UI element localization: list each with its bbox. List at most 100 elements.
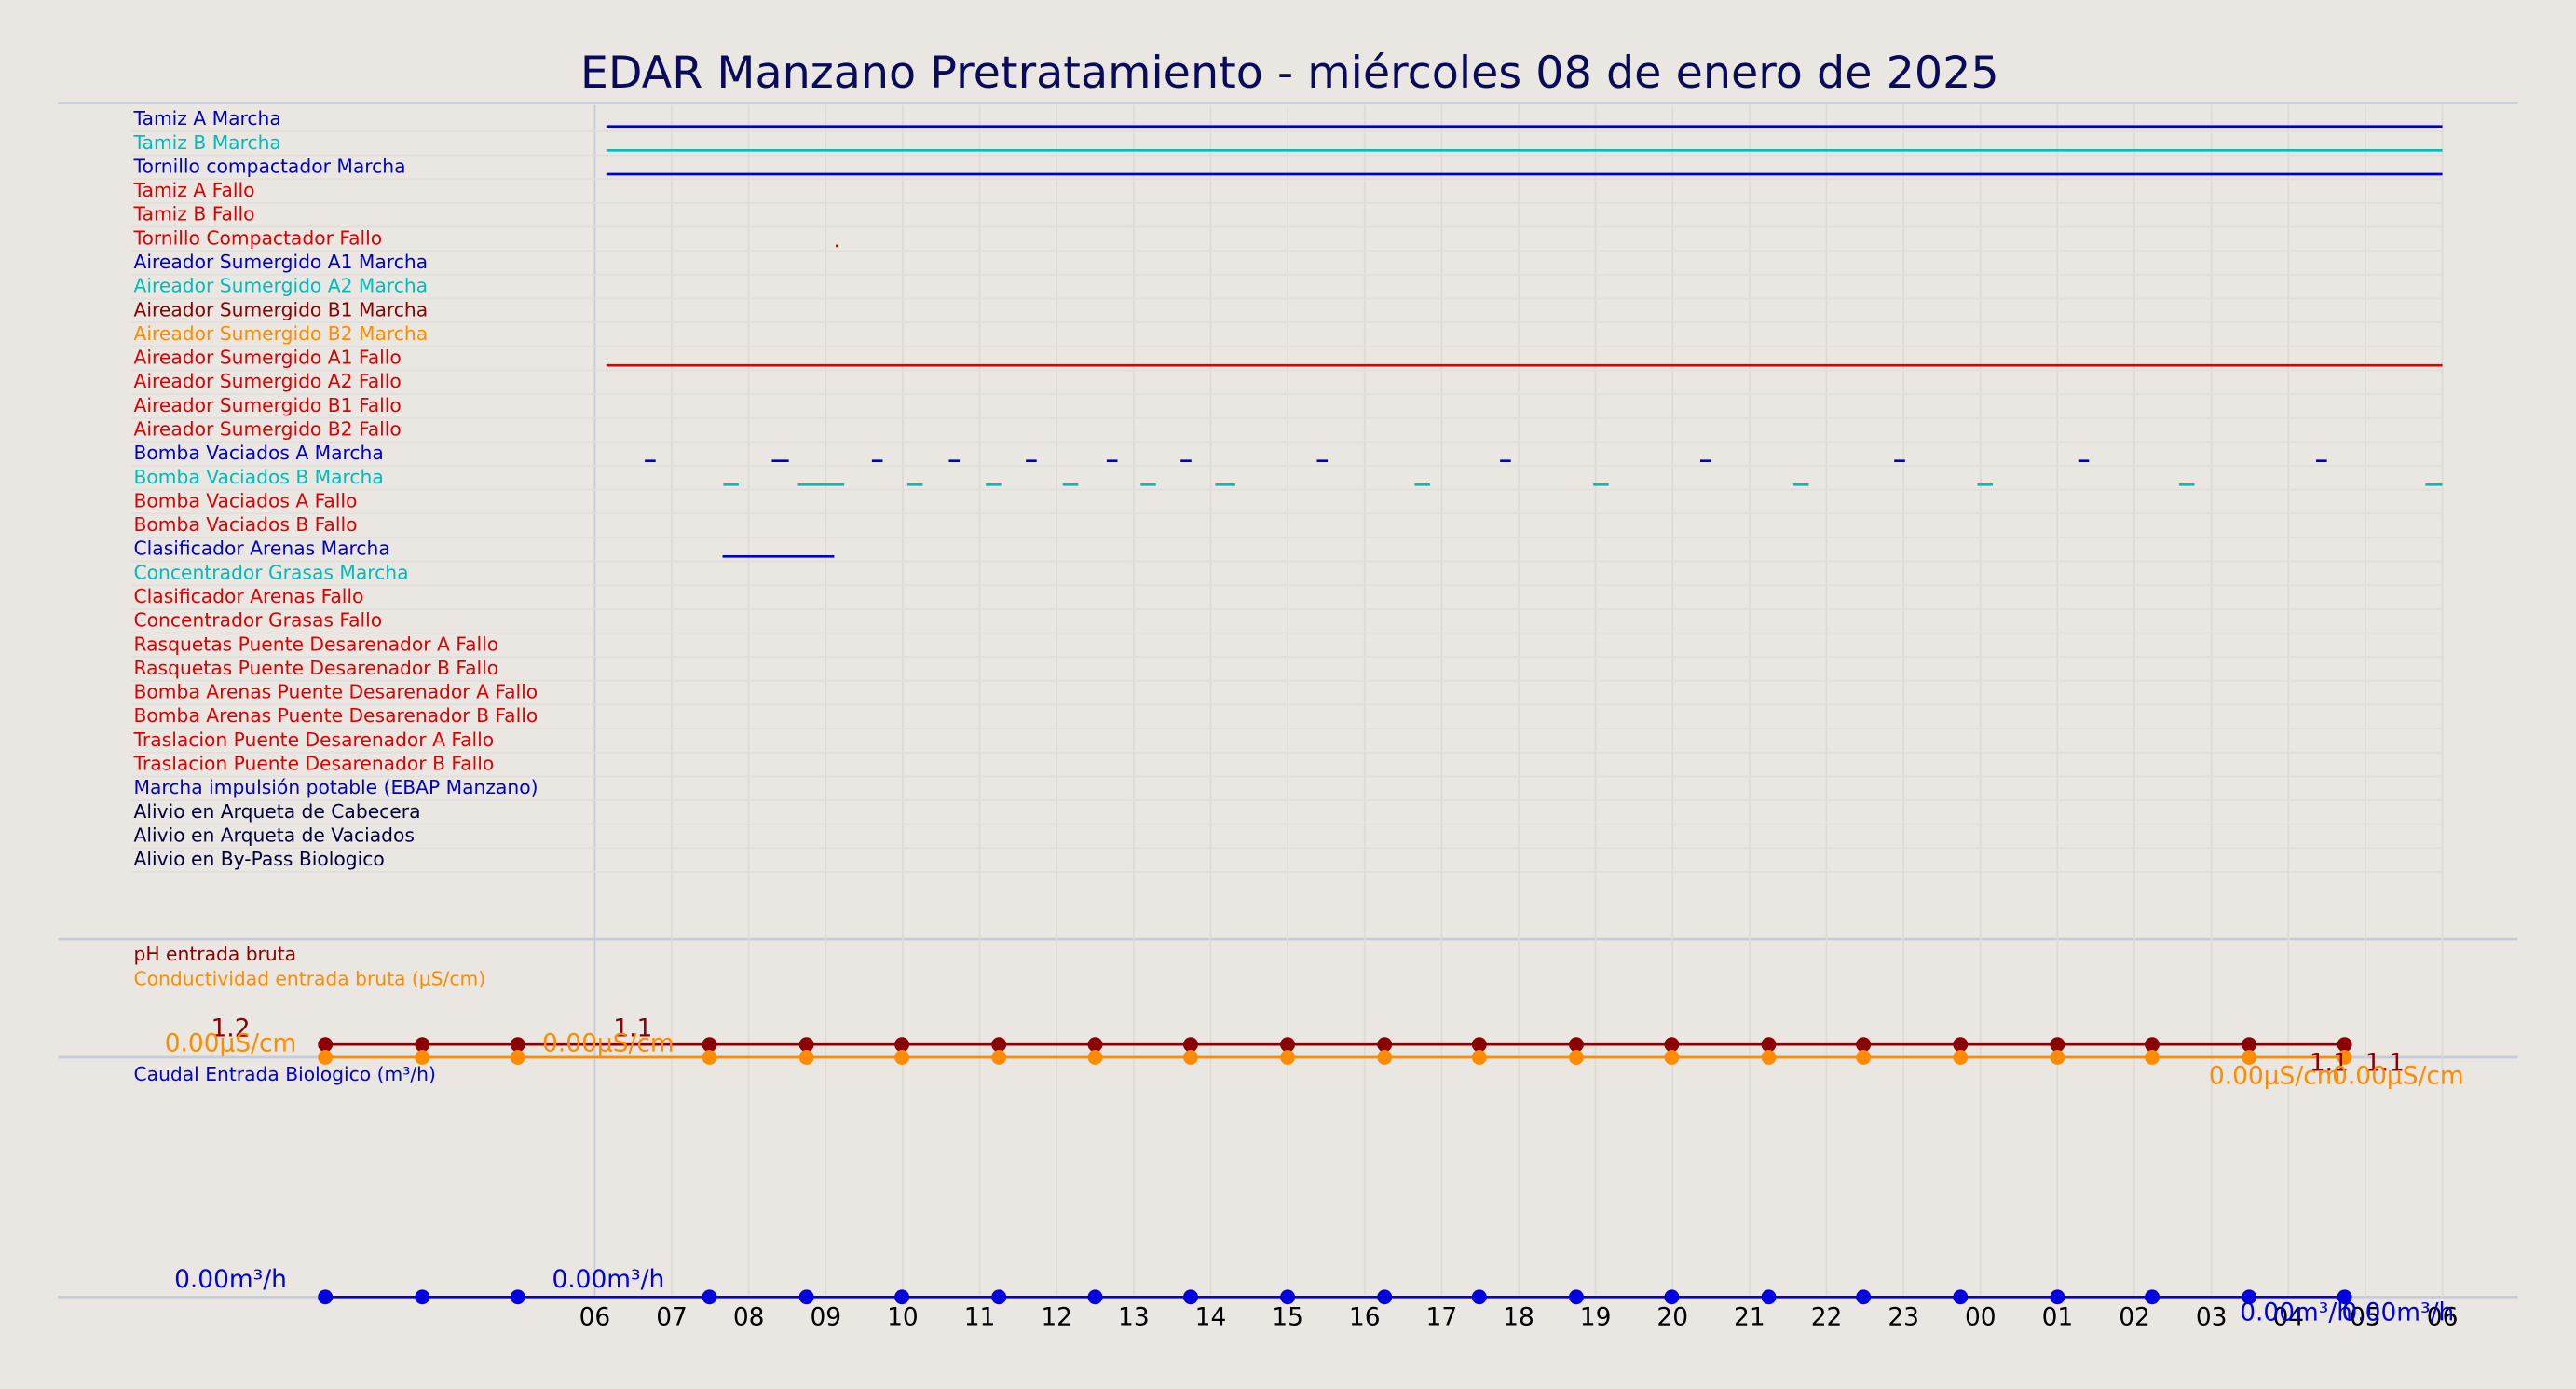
point — [415, 1289, 430, 1305]
x-tick-label: 11 — [964, 1303, 996, 1332]
point — [991, 1037, 1007, 1053]
point — [1953, 1289, 1969, 1305]
point — [2145, 1050, 2160, 1065]
x-tick-label: 00 — [1965, 1303, 1997, 1332]
point — [1761, 1050, 1777, 1065]
x-tick-label: 22 — [1811, 1303, 1843, 1332]
signal-label: Clasificador Arenas Marcha — [134, 538, 390, 560]
annotation: 0.00m³/h — [2240, 1298, 2352, 1327]
point — [1569, 1289, 1584, 1305]
point — [1569, 1050, 1584, 1065]
x-tick-label: 18 — [1503, 1303, 1534, 1332]
point — [1087, 1037, 1103, 1053]
point — [1664, 1037, 1680, 1053]
signal-label: Bomba Arenas Puente Desarenador A Fallo — [134, 681, 538, 703]
point — [415, 1037, 430, 1053]
signal-label: Bomba Vaciados B Fallo — [134, 513, 358, 536]
point — [702, 1050, 717, 1065]
annotation: 0.00μS/cm — [165, 1028, 297, 1057]
x-tick-label: 19 — [1580, 1303, 1612, 1332]
x-tick-label: 17 — [1426, 1303, 1458, 1332]
point — [2337, 1050, 2352, 1065]
point — [1183, 1037, 1198, 1053]
signal-label: Aireador Sumergido A2 Fallo — [134, 370, 402, 392]
x-tick-label: 12 — [1041, 1303, 1072, 1332]
point — [318, 1289, 334, 1305]
point — [2050, 1050, 2065, 1065]
point — [1377, 1050, 1393, 1065]
point — [894, 1289, 910, 1305]
signal-label: Bomba Vaciados B Marcha — [134, 466, 384, 488]
point — [510, 1050, 525, 1065]
point — [894, 1037, 910, 1053]
signal-label: Tamiz B Fallo — [133, 203, 255, 225]
x-tick-label: 06 — [2427, 1303, 2459, 1332]
signal-label: Aireador Sumergido A2 Marcha — [134, 275, 429, 297]
point — [318, 1050, 334, 1065]
point — [702, 1289, 717, 1305]
point — [1761, 1037, 1777, 1053]
point — [1856, 1050, 1872, 1065]
point — [1377, 1037, 1393, 1053]
legend-label: Conductividad entrada bruta (μS/cm) — [134, 968, 486, 990]
annotation: 0.00m³/h — [174, 1265, 287, 1294]
signal-label: Rasquetas Puente Desarenador A Fallo — [134, 633, 499, 655]
signal-label: Alivio en By-Pass Biologico — [134, 848, 385, 870]
point — [1471, 1289, 1487, 1305]
point — [2145, 1037, 2160, 1053]
legend-label: pH entrada bruta — [134, 943, 297, 965]
point — [798, 1289, 814, 1305]
x-tick-label: 14 — [1195, 1303, 1227, 1332]
point — [1183, 1289, 1198, 1305]
annotation: 0.00μS/cm — [542, 1028, 675, 1057]
x-tick-label: 07 — [656, 1303, 688, 1332]
point — [1856, 1289, 1872, 1305]
signal-label: Aireador Sumergido B2 Fallo — [134, 418, 402, 441]
point — [1377, 1289, 1393, 1305]
annotation: 0.00μS/cm — [2332, 1062, 2464, 1091]
x-tick-label: 21 — [1734, 1303, 1765, 1332]
point — [2050, 1289, 2065, 1305]
point — [1569, 1037, 1584, 1053]
signal-label: Concentrador Grasas Fallo — [134, 609, 383, 632]
signal-label: Tamiz A Marcha — [133, 107, 281, 129]
signal-label: Bomba Vaciados A Marcha — [134, 442, 384, 464]
x-tick-label: 10 — [887, 1303, 919, 1332]
point — [798, 1037, 814, 1053]
point — [1087, 1289, 1103, 1305]
point — [2050, 1037, 2065, 1053]
point — [1856, 1037, 1872, 1053]
signal-label: Concentrador Grasas Marcha — [134, 561, 409, 583]
signal-label: Alivio en Arqueta de Cabecera — [134, 800, 421, 823]
point — [2242, 1037, 2257, 1053]
annotation: 0.00μS/cm — [2209, 1062, 2341, 1091]
x-tick-label: 16 — [1349, 1303, 1381, 1332]
x-tick-label: 20 — [1656, 1303, 1688, 1332]
annotation: 1.1 — [2365, 1049, 2405, 1078]
point — [991, 1289, 1007, 1305]
point — [318, 1037, 334, 1053]
annotation: 0.00m³/h — [2341, 1298, 2454, 1327]
point — [1280, 1037, 1296, 1053]
point — [2337, 1289, 2352, 1305]
signal-label: Traslacion Puente Desarenador B Fallo — [133, 753, 495, 775]
x-tick-label: 02 — [2119, 1303, 2150, 1332]
annotation: 1.1 — [2310, 1049, 2349, 1078]
point — [415, 1050, 430, 1065]
point — [2337, 1037, 2352, 1053]
point — [991, 1050, 1007, 1065]
signal-label: Marcha impulsión potable (EBAP Manzano) — [134, 776, 538, 798]
point — [1280, 1289, 1296, 1305]
signal-label: Bomba Arenas Puente Desarenador B Fallo — [134, 704, 538, 727]
legend-label: Caudal Entrada Biologico (m³/h) — [134, 1063, 436, 1085]
chart-title: EDAR Manzano Pretratamiento - miércoles … — [580, 48, 1999, 99]
signal-label: Tornillo compactador Marcha — [133, 155, 406, 177]
x-tick-label: 05 — [2350, 1303, 2381, 1332]
signal-label: Aireador Sumergido B1 Marcha — [134, 298, 429, 320]
signal-label: Tamiz B Marcha — [133, 131, 281, 154]
x-tick-label: 15 — [1272, 1303, 1303, 1332]
signal-label: Aireador Sumergido B1 Fallo — [134, 394, 402, 416]
signal-label: Tornillo Compactador Fallo — [133, 226, 383, 249]
signal-label: Aireador Sumergido B2 Marcha — [134, 322, 429, 345]
